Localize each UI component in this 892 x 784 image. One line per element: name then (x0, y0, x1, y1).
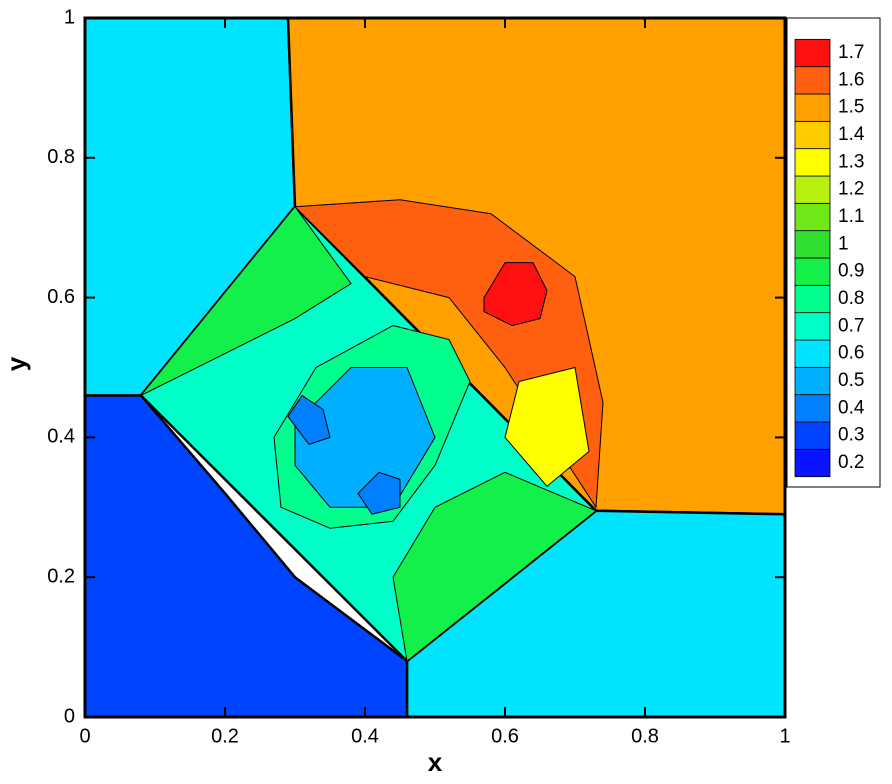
y-tick-label: 0.2 (47, 565, 75, 587)
colorbar-label: 1.6 (838, 69, 864, 90)
x-tick-label: 1 (779, 725, 790, 747)
contour-region (357, 471, 401, 515)
colorbar-swatch (794, 257, 831, 286)
colorbar-swatch (794, 175, 831, 204)
contour-region (504, 366, 590, 488)
colorbar-swatch (794, 202, 831, 232)
colorbar-swatch (794, 284, 831, 314)
colorbar-swatch (794, 366, 831, 396)
colorbar-label: 0.2 (838, 452, 864, 473)
colorbar-label: 0.4 (838, 397, 865, 418)
colorbar-label: 1 (838, 233, 849, 254)
colorbar-label: 0.9 (838, 261, 864, 282)
x-tick-label: 0 (79, 725, 90, 747)
colorbar-swatch (794, 312, 831, 341)
x-tick-label: 0.8 (631, 725, 659, 747)
colorbar-swatch (794, 230, 831, 259)
y-tick-label: 1 (64, 6, 75, 28)
colorbar-label: 1.2 (838, 179, 864, 200)
colorbar-label: 0.5 (838, 370, 864, 391)
y-tick-label: 0 (64, 705, 75, 727)
x-tick-label: 0.6 (491, 725, 519, 747)
colorbar-swatch (794, 148, 831, 177)
plot-frame (83, 16, 787, 719)
y-tick-label: 0.4 (47, 426, 75, 448)
colorbar-swatch (794, 38, 831, 68)
x-tick-label: 0.4 (351, 725, 379, 747)
contour-region (140, 205, 352, 396)
colorbar-label: 0.3 (838, 425, 864, 446)
colorbar-label: 1.3 (838, 151, 864, 172)
colorbar-swatch (794, 66, 831, 95)
colorbar-swatch (794, 394, 831, 423)
colorbar-swatch (794, 339, 831, 368)
y-tick-label: 0.6 (47, 286, 75, 308)
colorbar-swatch (794, 120, 831, 150)
x-axis-label: x (428, 747, 443, 777)
y-tick-label: 0.8 (47, 146, 75, 168)
colorbar-label: 0.6 (838, 343, 864, 364)
colorbar-label: 0.8 (838, 288, 864, 309)
contour-region (294, 367, 436, 508)
contour-region (287, 394, 331, 445)
colorbar-label: 1.5 (838, 97, 864, 118)
colorbar-swatch (794, 421, 831, 450)
colorbar-label: 1.1 (838, 206, 864, 227)
contour-region (483, 262, 548, 327)
colorbar-label: 1.7 (838, 42, 864, 63)
colorbar-label: 1.4 (838, 124, 865, 145)
colorbar-swatch (794, 93, 831, 122)
colorbar-label: 0.7 (838, 315, 864, 336)
contour-region (392, 471, 597, 662)
colorbar-swatch (794, 448, 831, 478)
x-tick-label: 0.2 (211, 725, 239, 747)
y-axis-label: y (1, 356, 31, 371)
